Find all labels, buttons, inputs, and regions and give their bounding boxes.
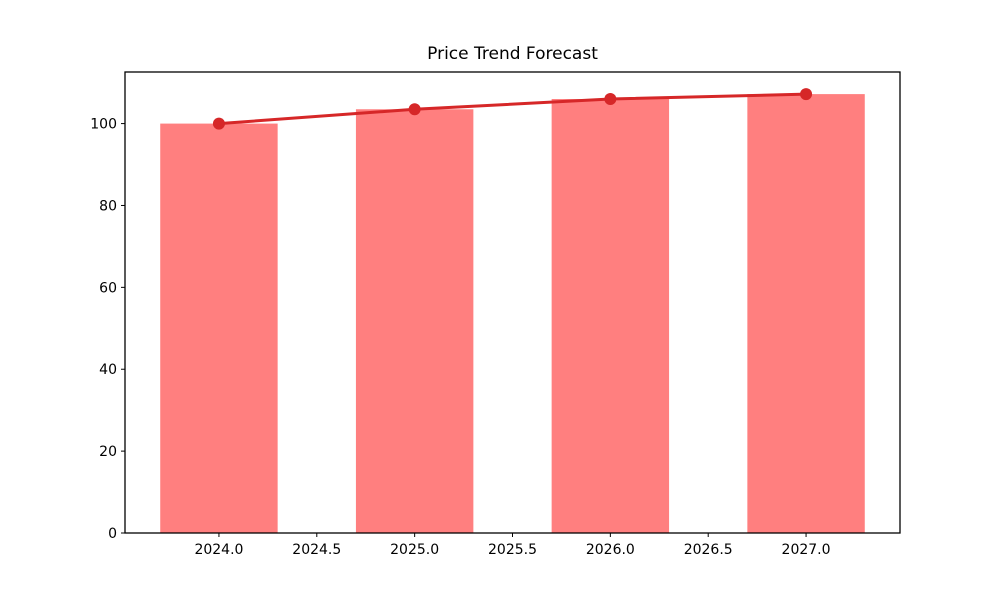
bar [551, 99, 670, 534]
y-axis-tick-label: 100 [90, 117, 117, 133]
trend-line [217, 92, 808, 126]
bar [355, 109, 474, 534]
y-axis-tick-label: 80 [99, 198, 117, 214]
y-axis-tick-label: 60 [99, 280, 117, 296]
x-axis-tick-label: 2025.0 [390, 542, 439, 558]
data-point-marker [604, 93, 617, 106]
data-point-marker [408, 103, 421, 116]
x-axis-tick-label: 2027.0 [782, 542, 831, 558]
chart-title: Price Trend Forecast [427, 44, 598, 64]
x-axis-tick-label: 2025.5 [488, 542, 537, 558]
bar [160, 123, 278, 533]
y-axis-tick-label: 40 [99, 362, 117, 378]
y-axis-tick-label: 0 [108, 526, 117, 542]
x-axis-tick-label: 2026.0 [586, 542, 635, 558]
x-axis-tick-label: 2024.5 [292, 542, 341, 558]
data-point-marker [212, 117, 225, 130]
data-point-marker [800, 88, 813, 101]
bar [747, 94, 865, 534]
y-axis-tick-label: 20 [99, 444, 117, 460]
x-axis-tick-label: 2024.0 [194, 542, 243, 558]
x-axis-tick-label: 2026.5 [684, 542, 733, 558]
